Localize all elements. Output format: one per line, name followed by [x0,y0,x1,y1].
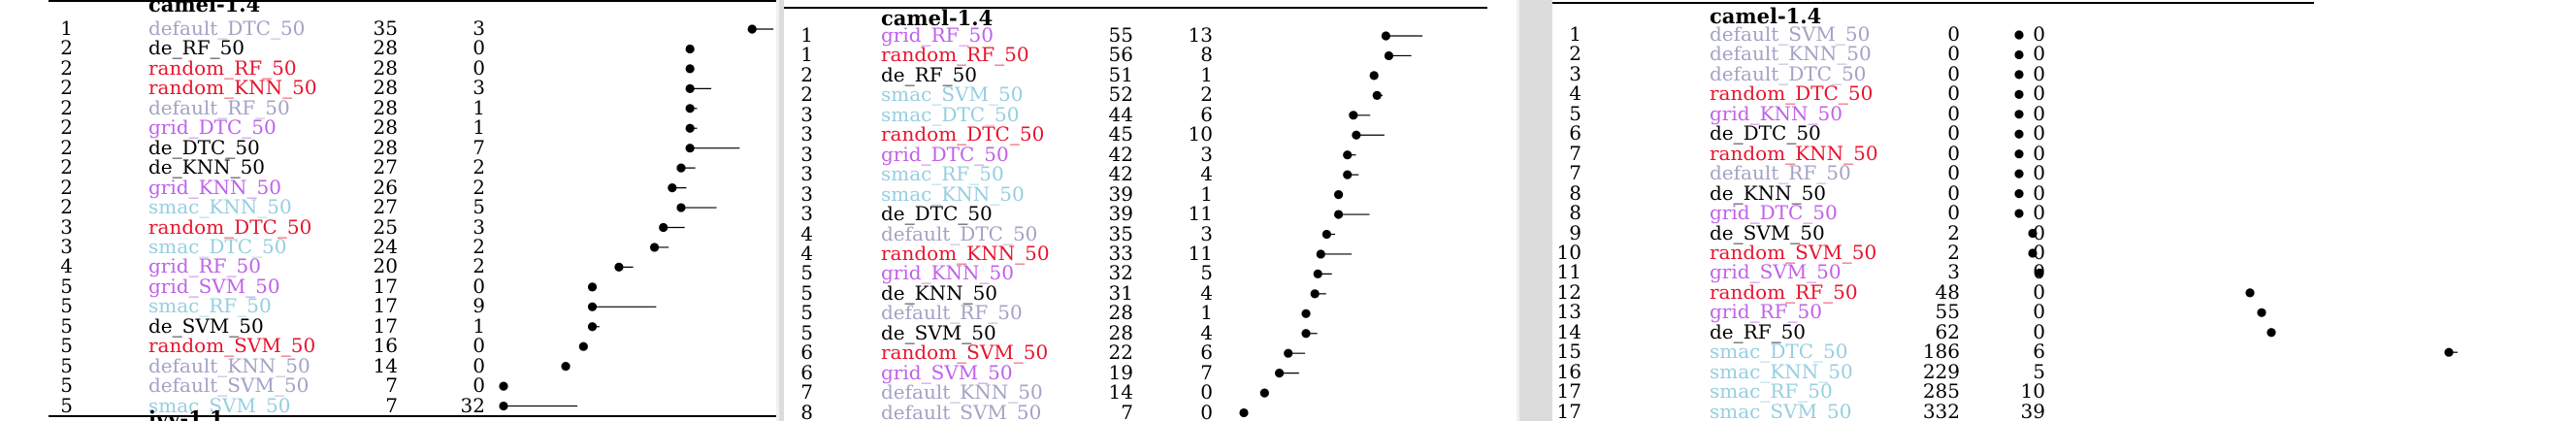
median-dot [1352,131,1360,140]
median-dot [2014,189,2023,198]
median-dot [1317,249,1325,258]
median-dot [2014,170,2023,178]
median-dot [2245,288,2254,297]
median-dot [676,164,685,173]
ranking-table-camel-1-4-a: camel-1.4 1 default_DTC_50 35 3 2 de_RF_50 28 0… [0,0,776,421]
median-dot [561,362,570,371]
median-dot [1311,289,1320,298]
median-dot [1284,349,1292,358]
median-dot [2266,328,2275,337]
median-dot [2014,149,2023,158]
rank-dot-plot [784,0,1516,421]
median-dot [588,303,597,311]
median-dot [686,144,695,152]
rank-dot-plot [1552,0,2576,421]
ranking-table-camel-1-4-b: camel-1.4 1 grid_RF_50 55 13 1 random_RF_50 56… [784,0,1516,421]
median-dot [1275,369,1284,377]
median-dot [1334,210,1343,218]
median-dot [1370,71,1379,80]
median-dot [588,322,597,331]
median-dot [2014,50,2023,59]
median-dot [1343,171,1352,179]
rank-dot-plot [0,0,776,421]
median-dot [1349,111,1357,119]
median-dot [2014,30,2023,39]
median-dot [1322,230,1331,239]
median-dot [686,84,695,93]
median-dot [2028,248,2037,257]
median-dot [686,104,695,113]
median-dot [2014,90,2023,99]
median-dot [686,64,695,73]
median-dot [2028,229,2037,238]
median-dot [2444,348,2453,357]
median-dot [588,282,597,291]
median-dot [2014,209,2023,217]
pane-divider [776,0,784,421]
median-dot [659,223,668,232]
ranking-table-camel-1-4-c: camel-1.4 1 default_SVM_50 0 0 2 default_KNN_… [1552,0,2576,421]
median-dot [1314,270,1322,278]
median-dot [668,183,676,192]
median-dot [1373,91,1382,100]
median-dot [1382,31,1390,40]
median-dot [1239,408,1248,417]
median-dot [2257,308,2266,317]
median-dot [676,203,685,211]
median-dot [1260,389,1269,398]
median-dot [499,402,507,410]
median-dot [614,263,623,272]
median-dot [2035,269,2043,277]
median-dot [686,124,695,133]
median-dot [499,382,507,391]
median-dot [1301,309,1310,318]
median-dot [1334,190,1343,199]
median-dot [1343,150,1352,159]
median-dot [686,45,695,53]
median-dot [748,24,757,33]
pane-divider [1516,0,1552,421]
median-dot [2014,130,2023,139]
median-dot [2014,70,2023,79]
median-dot [2014,110,2023,118]
median-dot [1385,51,1393,60]
next-table-title: ivy-1.1 [148,408,224,421]
median-dot [579,342,588,351]
median-dot [650,243,659,251]
median-dot [1301,329,1310,338]
